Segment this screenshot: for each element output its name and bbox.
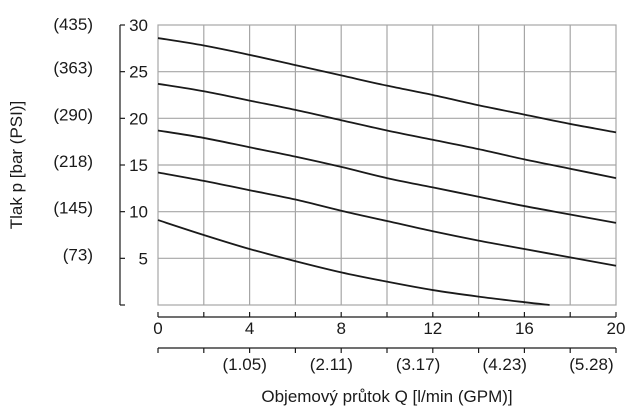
x-tick-label-secondary: (4.23) <box>483 355 527 374</box>
series-group <box>157 37 617 306</box>
series-line-2 <box>157 171 617 267</box>
grid <box>157 24 617 306</box>
x-tick-label: 16 <box>515 319 534 338</box>
y-tick-label: 25 <box>129 63 148 82</box>
x-tick-label: 4 <box>245 319 254 338</box>
x-tick-label-secondary: (1.05) <box>222 355 266 374</box>
y-axis-label: Tlak p [bar (PSI)] <box>7 101 26 229</box>
x-tick-label-secondary: (5.28) <box>569 355 613 374</box>
x-tick-label-secondary: (2.11) <box>310 355 353 374</box>
series-line-5 <box>157 37 617 134</box>
y-tick-label: 20 <box>129 109 148 128</box>
series-line-4 <box>157 82 617 179</box>
y-tick-label-secondary: (290) <box>53 105 93 124</box>
y-tick-label: 15 <box>129 156 148 175</box>
x-axis-label: Objemový průtok Q [l/min (GPM)] <box>261 387 512 406</box>
y-axis: 5 10 15 20 25 30 (73) (145) (218) (290) (363) (435) <box>53 15 148 306</box>
y-tick-label-secondary: (435) <box>53 15 93 34</box>
y-tick-label-secondary: (145) <box>53 199 93 218</box>
x-tick-label-secondary: (3.17) <box>396 355 440 374</box>
series-line-3 <box>157 129 617 224</box>
y-tick-label: 10 <box>129 203 148 222</box>
x-tick-label: 20 <box>607 319 626 338</box>
x-tick-label: 0 <box>153 319 162 338</box>
y-tick-label: 5 <box>139 249 148 268</box>
x-tick-label: 12 <box>423 319 442 338</box>
x-tick-label: 8 <box>336 319 345 338</box>
series-line-1 <box>157 219 550 306</box>
y-tick-label-secondary: (73) <box>63 245 93 264</box>
y-tick-label-secondary: (218) <box>53 152 93 171</box>
x-axis: 0 4 8 12 16 20 (1.05) (2.11) (3.17) (4.23) (5.28) <box>153 312 625 374</box>
y-tick-label: 30 <box>129 16 148 35</box>
y-tick-label-secondary: (363) <box>53 59 93 78</box>
